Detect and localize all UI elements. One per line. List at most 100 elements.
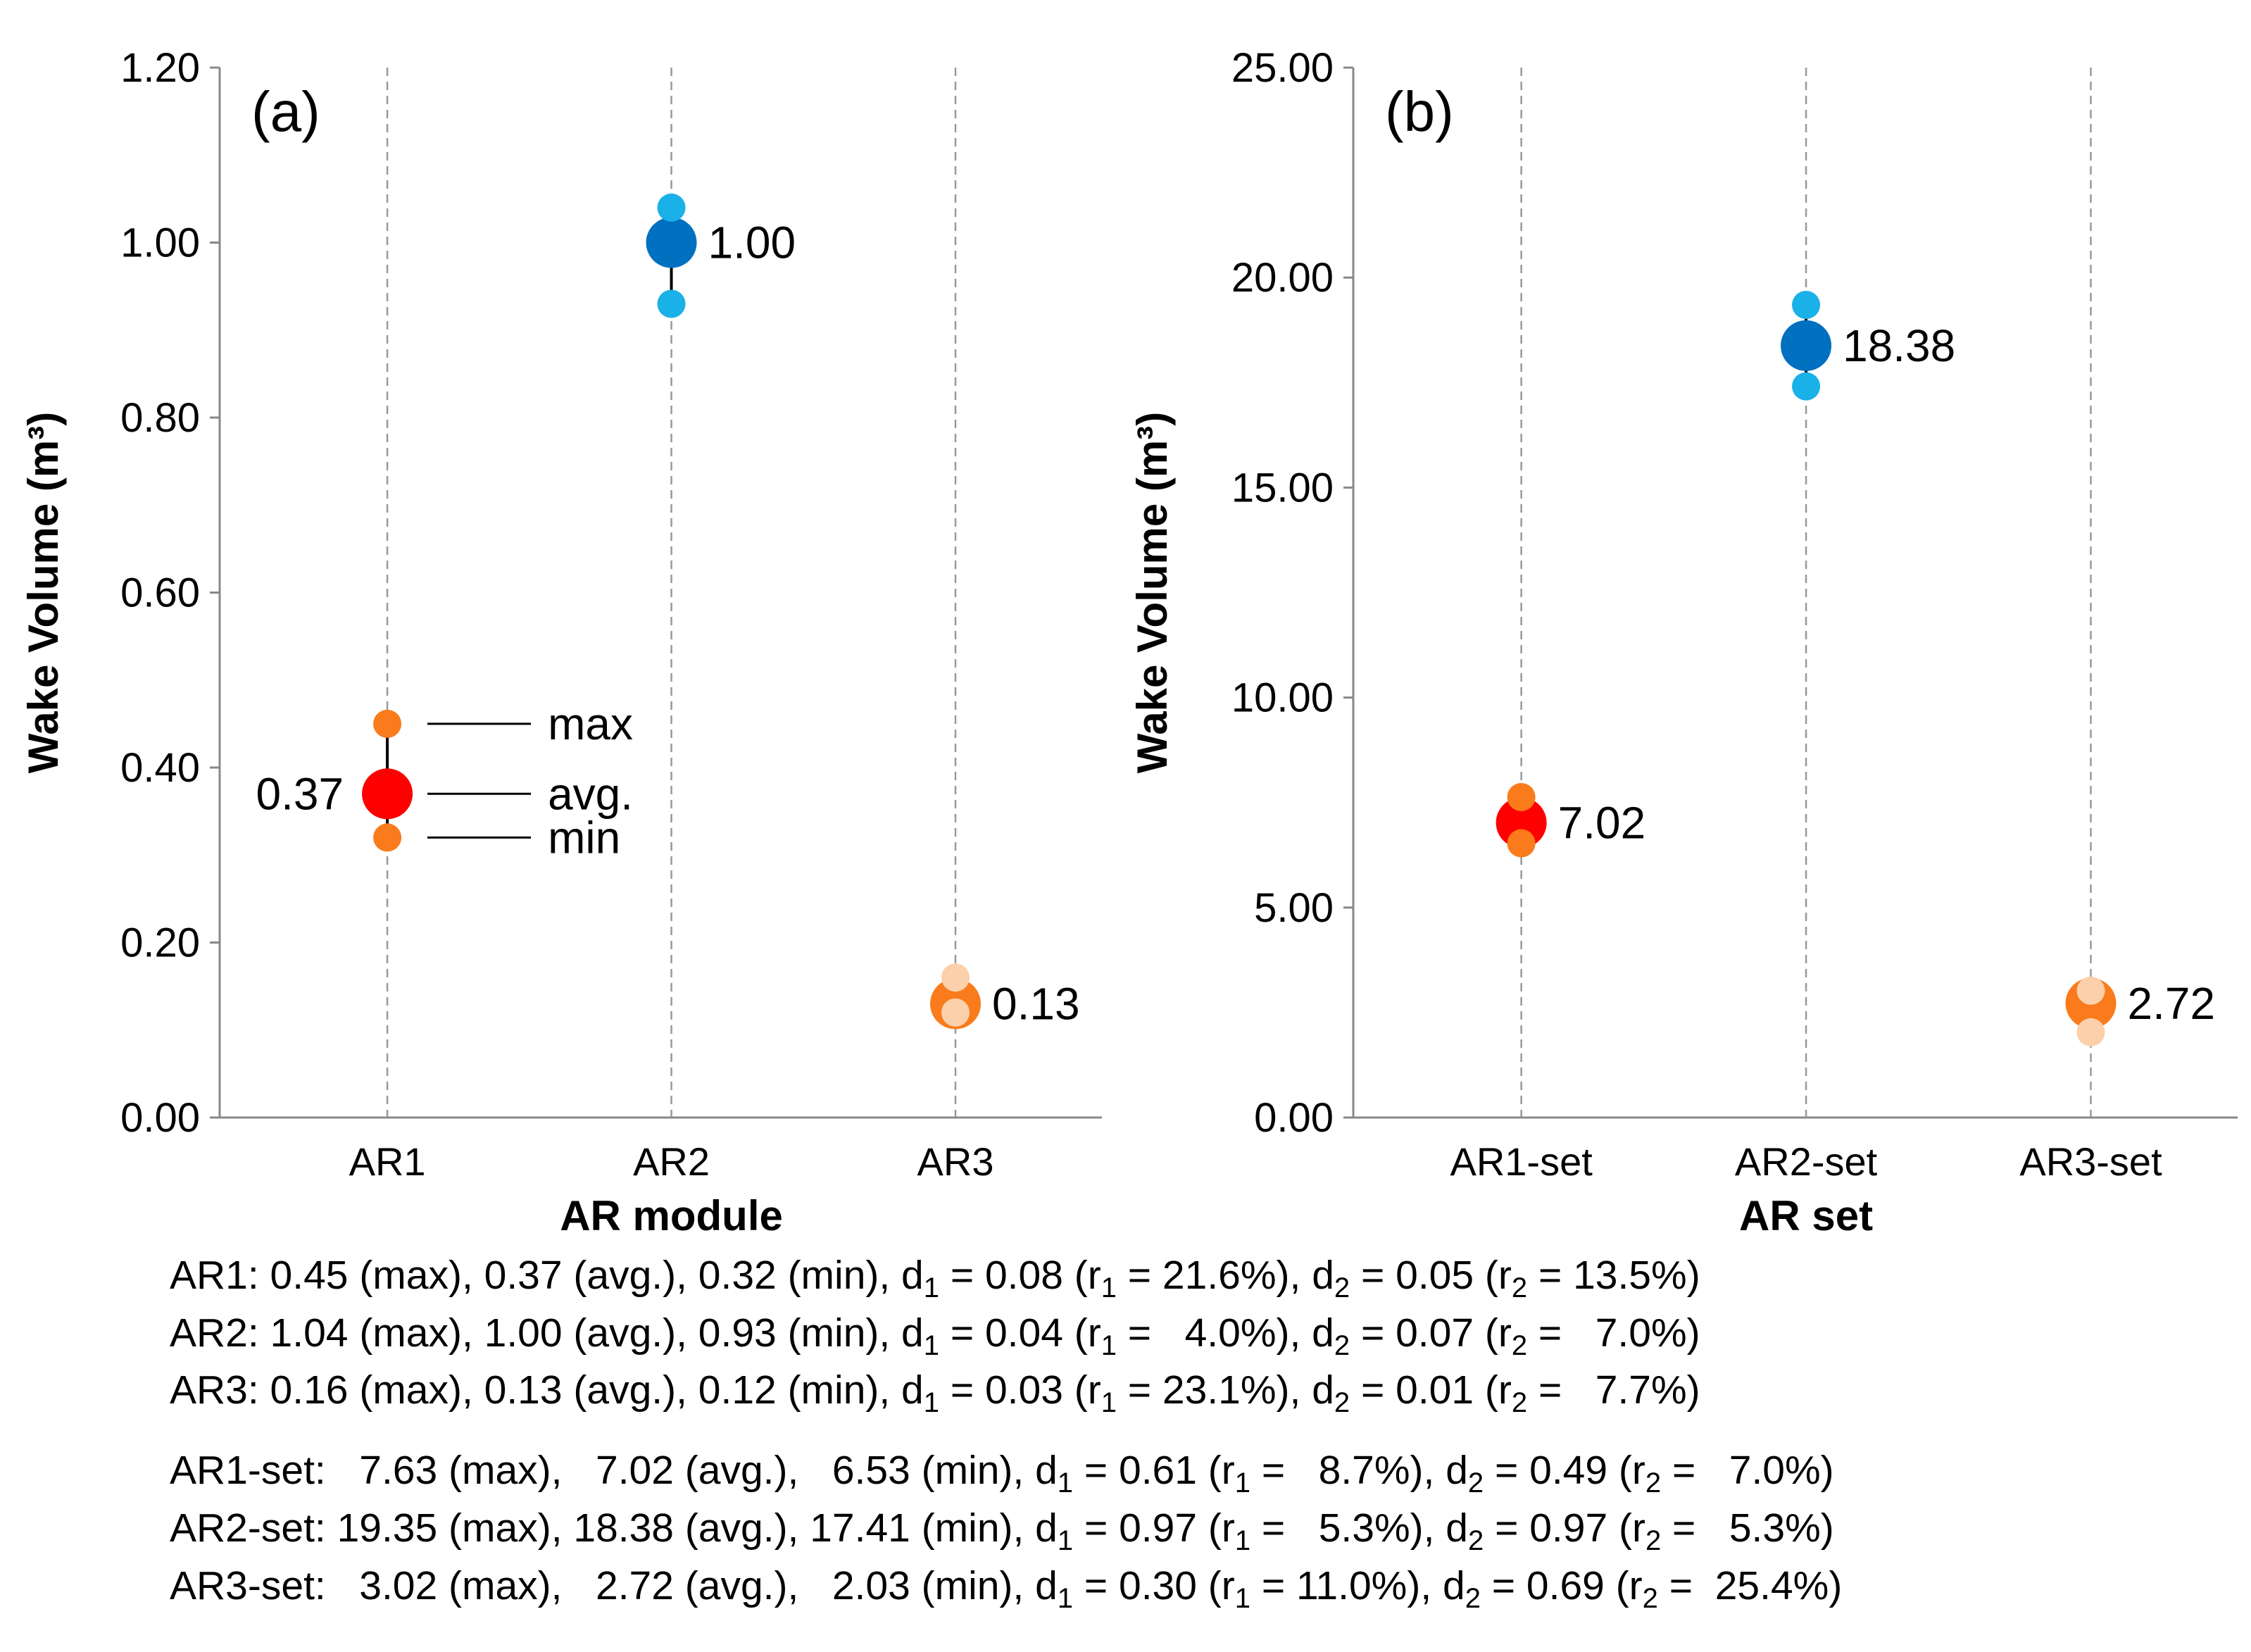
note-text: AR2-set: 19.35 (max), 18.38 (avg.), 17.4… [170,1506,1058,1551]
note-text: = 0.08 (r [939,1253,1101,1298]
subscript: 2 [1512,1272,1527,1303]
note-text: = 0.05 (r [1350,1253,1512,1298]
x-tick-label: AR2 [633,1139,710,1184]
subscript: 1 [924,1330,939,1361]
subscript: 1 [1101,1272,1117,1303]
subscript: 1 [1235,1525,1250,1556]
subscript: 1 [924,1272,939,1303]
range-marker [941,963,970,992]
range-marker [1792,290,1821,319]
note-text: = 0.30 (r [1073,1563,1235,1608]
y-tick-label: 0.00 [1254,1095,1334,1141]
y-tick-label: 20.00 [1231,255,1334,301]
note-text: = 7.0%) [1661,1448,1834,1493]
note-text: AR3-set: 3.02 (max), 2.72 (avg.), 2.03 (… [170,1563,1058,1608]
avg-marker [362,768,413,820]
note-text: = 0.03 (r [939,1368,1101,1413]
note-text: = 11.0%), d [1250,1563,1465,1608]
x-tick-label: AR2-set [1735,1139,1878,1184]
note-text: = 0.01 (r [1350,1368,1512,1413]
y-tick-label: 10.00 [1231,675,1334,721]
avg-marker [646,217,697,268]
subscript: 2 [1643,1583,1658,1614]
legend-label: max [548,699,633,749]
note-line: AR1-set: 7.63 (max), 7.02 (avg.), 6.53 (… [170,1448,1834,1498]
note-text: = 7.0%) [1527,1310,1700,1356]
range-marker [2076,1018,2105,1046]
note-line: AR3: 0.16 (max), 0.13 (avg.), 0.12 (min)… [170,1368,1700,1418]
data-label: 7.02 [1558,797,1646,848]
subscript: 1 [1101,1330,1117,1361]
subscript: 1 [1235,1583,1250,1614]
y-tick-label: 1.00 [120,220,200,266]
note-text: = 25.4%) [1658,1563,1842,1608]
y-tick-label: 5.00 [1254,885,1334,931]
subscript: 1 [1058,1525,1073,1556]
note-text: = 0.97 (r [1484,1506,1645,1551]
y-tick-label: 0.80 [120,395,200,441]
panel-label: (a) [251,80,320,143]
range-marker [657,289,686,318]
x-tick-label: AR1-set [1450,1139,1593,1184]
y-axis-title: Wake Volume (m³) [1129,412,1176,773]
range-marker [373,823,402,852]
range-marker [1792,372,1821,401]
x-axis-title: AR set [1739,1192,1873,1239]
y-tick-label: 0.20 [120,920,200,966]
subscript: 2 [1645,1525,1661,1556]
y-tick-label: 15.00 [1231,465,1334,511]
y-tick-label: 25.00 [1231,45,1334,91]
panel-label: (b) [1385,80,1454,143]
subscript: 2 [1465,1583,1481,1614]
note-text: = 0.07 (r [1350,1310,1512,1356]
y-axis-title: Wake Volume (m³) [20,412,67,773]
note-text: = 0.69 (r [1481,1563,1643,1608]
range-marker [657,193,686,222]
range-marker [941,998,970,1027]
note-line: AR2: 1.04 (max), 1.00 (avg.), 0.93 (min)… [170,1310,1700,1361]
note-line: AR2-set: 19.35 (max), 18.38 (avg.), 17.4… [170,1506,1834,1556]
note-text: AR1-set: 7.63 (max), 7.02 (avg.), 6.53 (… [170,1448,1058,1493]
range-marker [1507,829,1536,858]
note-line: AR1: 0.45 (max), 0.37 (avg.), 0.32 (min)… [170,1253,1700,1303]
x-tick-label: AR3-set [2019,1139,2162,1184]
note-text: = 0.04 (r [939,1310,1101,1356]
subscript: 1 [1101,1387,1117,1418]
y-tick-label: 0.00 [120,1095,200,1141]
subscript: 1 [1058,1468,1073,1498]
data-label: 0.13 [992,978,1080,1029]
note-text: AR1: 0.45 (max), 0.37 (avg.), 0.32 (min)… [170,1253,924,1298]
note-text: = 7.7%) [1527,1368,1700,1413]
data-label: 1.00 [708,218,796,268]
note-line: AR3-set: 3.02 (max), 2.72 (avg.), 2.03 (… [170,1563,1842,1614]
note-text: = 13.5%) [1527,1253,1700,1298]
x-tick-label: AR1 [349,1139,426,1184]
subscript: 2 [1334,1330,1350,1361]
data-label: 18.38 [1843,320,1955,371]
subscript: 2 [1334,1272,1350,1303]
legend-label: avg. [548,768,633,819]
note-text: = 23.1%), d [1117,1368,1334,1413]
note-text: AR2: 1.04 (max), 1.00 (avg.), 0.93 (min)… [170,1310,924,1356]
subscript: 2 [1334,1387,1350,1418]
avg-marker [1781,320,1832,371]
note-text: = 0.61 (r [1073,1448,1235,1493]
note-text: = 4.0%), d [1117,1310,1334,1356]
subscript: 1 [924,1387,939,1418]
data-label: 0.37 [256,768,344,819]
note-text: = 0.49 (r [1484,1448,1645,1493]
note-text: = 21.6%), d [1117,1253,1334,1298]
range-marker [2076,976,2105,1005]
subscript: 1 [1058,1583,1073,1614]
note-text: AR3: 0.16 (max), 0.13 (avg.), 0.12 (min)… [170,1368,924,1413]
subscript: 2 [1645,1468,1661,1498]
note-text: = 5.3%) [1661,1506,1834,1551]
x-tick-label: AR3 [917,1139,994,1184]
note-text: = 0.97 (r [1073,1506,1235,1551]
y-tick-label: 0.40 [120,745,200,791]
note-text: = 8.7%), d [1250,1448,1468,1493]
y-tick-label: 0.60 [120,570,200,616]
range-marker [1507,782,1536,811]
subscript: 2 [1512,1330,1527,1361]
